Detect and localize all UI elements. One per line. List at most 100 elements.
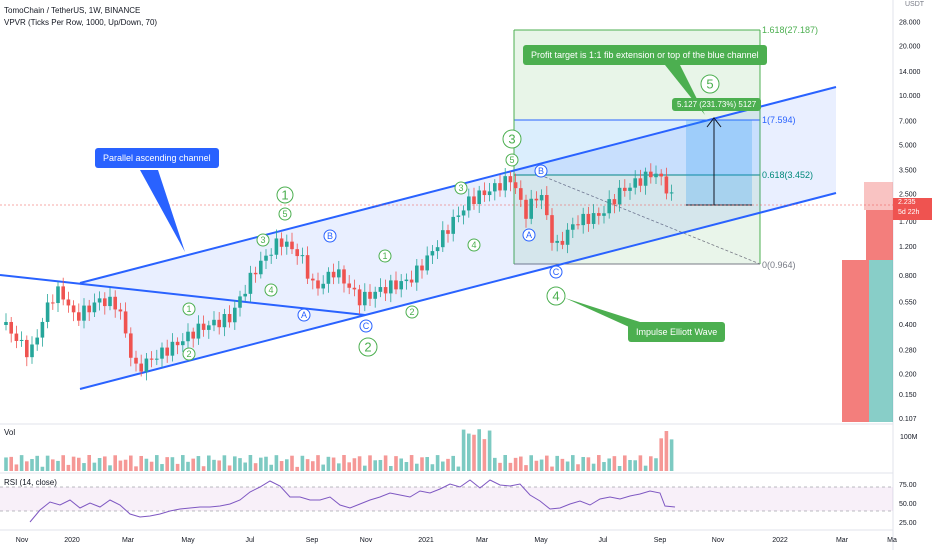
candle-body <box>420 265 424 271</box>
volume-bar <box>378 459 383 471</box>
candle-body <box>253 272 258 275</box>
candle-body <box>264 255 268 261</box>
wave-circle <box>467 238 481 252</box>
candle-body <box>404 279 409 282</box>
volume-bar <box>394 456 398 471</box>
wave-circle <box>256 233 270 247</box>
candle-body <box>129 333 133 358</box>
volume-bar <box>51 459 55 471</box>
candle-body <box>586 213 591 224</box>
vpvr-bar-down <box>842 260 869 422</box>
volume-bar <box>493 457 497 471</box>
volume-bar <box>389 466 393 471</box>
volume-tick: 100M <box>900 434 918 441</box>
volume-bar <box>529 455 533 471</box>
candle-body <box>9 322 13 334</box>
candle-body <box>591 213 596 224</box>
candle-body <box>373 291 377 299</box>
volume-bar <box>279 461 284 471</box>
candle-body <box>368 291 372 299</box>
volume-bar <box>560 458 565 471</box>
volume-bar <box>482 439 487 471</box>
candle-body <box>560 240 565 245</box>
volume-bar <box>253 463 258 471</box>
volume-bar <box>19 455 24 471</box>
candle-body <box>300 255 305 257</box>
currency-unit: USDT <box>905 1 925 8</box>
volume-bar <box>623 455 627 471</box>
candle-body <box>51 302 55 304</box>
price-tick: 0.800 <box>899 273 917 280</box>
candle-body <box>290 241 294 250</box>
candle-body <box>66 299 71 306</box>
wave-circle <box>182 347 196 361</box>
volume-bar <box>519 456 523 471</box>
candle-body <box>186 331 190 342</box>
volume-bar <box>446 458 450 471</box>
candle-body <box>326 271 331 284</box>
vpvr-bar-up <box>869 260 893 422</box>
candle-body <box>461 210 466 216</box>
candle-body <box>389 280 393 294</box>
volume-bar <box>97 458 102 471</box>
volume-bar <box>87 455 91 471</box>
volume-bar <box>316 455 320 471</box>
wave-circle <box>549 265 563 279</box>
volume-bar <box>222 455 227 471</box>
candle-body <box>207 325 211 330</box>
volume-bar <box>441 461 445 471</box>
wave-label: 4 <box>268 285 273 295</box>
volume-bar <box>456 466 461 471</box>
wave-circle <box>405 305 419 319</box>
candle-body <box>279 238 284 247</box>
volume-bar <box>357 456 362 471</box>
candle-body <box>430 251 435 256</box>
volume-bar <box>238 458 242 471</box>
candle-body <box>217 319 221 328</box>
candle-body <box>238 296 242 308</box>
volume-bar <box>134 466 138 471</box>
volume-bar <box>311 461 315 471</box>
volume-bar <box>160 464 164 471</box>
price-tick: 0.200 <box>899 371 917 378</box>
candle-body <box>638 178 643 186</box>
wave-label: 5 <box>282 209 287 219</box>
wave-circle <box>297 308 311 322</box>
candle-body <box>40 321 45 338</box>
wave-label: 4 <box>552 289 559 304</box>
volume-bar <box>35 455 39 471</box>
price-tick: 14.000 <box>899 69 921 76</box>
candle-body <box>539 195 544 201</box>
candle-body <box>175 341 180 346</box>
candle-body <box>149 358 154 360</box>
volume-bar <box>347 462 351 471</box>
volume-bar <box>175 463 180 471</box>
volume-bar <box>45 455 50 471</box>
candle-body <box>14 333 19 341</box>
wave-circle <box>264 283 278 297</box>
wave-circle <box>358 337 378 357</box>
volume-bar <box>331 457 336 471</box>
candle-body <box>243 293 247 297</box>
volume-bar <box>248 455 253 471</box>
rsi-tick-75: 75.00 <box>899 482 917 489</box>
candle-body <box>30 344 34 358</box>
volume-group <box>4 429 674 471</box>
volume-bar <box>186 461 190 471</box>
candle-body <box>144 358 149 372</box>
price-tick: 3.500 <box>899 168 917 175</box>
volume-bar <box>633 460 637 471</box>
volume-bar <box>409 455 414 471</box>
candle-body <box>316 280 320 289</box>
price-tick: 0.107 <box>899 416 917 423</box>
volume-bar <box>305 459 310 471</box>
volume-bar <box>295 466 299 471</box>
volume-bar <box>227 465 232 471</box>
vpvr-bar-mid <box>866 210 893 260</box>
candle-body <box>415 265 419 283</box>
time-tick: Ma <box>887 537 897 544</box>
candle-body <box>181 341 185 346</box>
volume-bar <box>118 460 123 471</box>
volume-bar <box>285 459 289 471</box>
